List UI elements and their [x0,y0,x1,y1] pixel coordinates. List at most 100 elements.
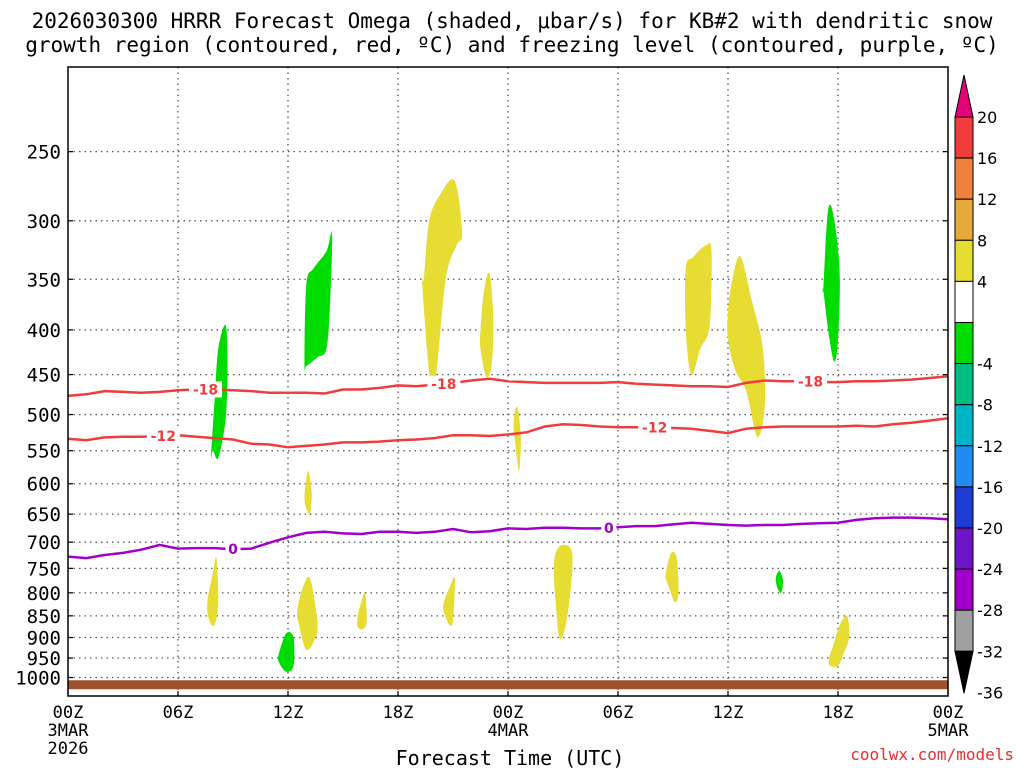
omega-region [304,470,312,515]
omega-region [479,272,494,378]
omega-region [443,576,455,627]
omega-region [304,231,333,373]
ground-surface [68,680,948,690]
omega-region [357,592,367,630]
x-tick-date: 4MAR [488,721,530,741]
x-tick-date: 5MAR [928,721,970,741]
credit-text: coolwx.com/models [850,745,1014,764]
y-tick-label: 250 [27,142,61,164]
ground-bar [68,680,948,690]
contour-label: -18 [798,375,823,391]
contour-label: -12 [151,429,176,445]
contour-label: -12 [642,420,667,436]
omega-region [775,570,784,594]
contour-label: -18 [193,382,218,398]
colorbar-swatch [954,116,974,159]
colorbar-swatch [954,527,974,570]
omega-region [553,544,573,640]
x-tick-label: 06Z [163,703,194,723]
colorbar-label: 12 [977,190,997,209]
contour-label-bg [794,373,827,390]
x-tick-label: 18Z [383,703,414,723]
contour-lines: -18 -18 -18 -12 -12 0 0 [67,373,949,560]
contour-label-bg [225,541,241,558]
y-tick-label: 750 [27,558,61,580]
colorbar-swatch [954,609,974,652]
colorbar-label: -20 [977,519,1003,538]
colorbar-swatch [954,280,974,323]
contour-label-bg [146,427,180,444]
colorbar-label: -16 [977,478,1003,497]
colorbar-swatch [954,404,974,447]
x-tick-year: 2026 [48,739,89,759]
x-tick-label: 12Z [713,703,744,723]
contour-line [67,516,949,560]
colorbar-label: 20 [977,108,997,127]
y-tick-label: 950 [27,648,61,670]
y-tick-label: 350 [27,269,61,291]
omega-region [727,256,766,437]
omega-region [207,557,219,626]
omega-region [421,179,463,392]
colorbar-label: -24 [977,560,1003,579]
contour-label: 0 [604,521,614,537]
y-tick-label: 450 [27,365,61,387]
chart-title-line2: growth region (contoured, red, ºC) and f… [25,33,999,57]
contour-label-bg [638,419,672,436]
contour-label: -18 [431,377,456,393]
x-axis-label: Forecast Time (UTC) [396,746,625,768]
x-tick-label: 18Z [823,703,854,723]
y-tick-label: 600 [27,474,61,496]
y-tick-label: 300 [27,211,61,233]
y-tick-label: 850 [27,606,61,628]
x-tick-label: 12Z [273,703,304,723]
x-tick-label: 06Z [603,703,634,723]
omega-region [828,615,850,668]
colorbar-label: 8 [977,231,987,250]
chart-title-line1: 2026030300 HRRR Forecast Omega (shaded, … [32,9,993,33]
omega-region [297,576,318,651]
contour-label: 0 [228,542,238,558]
colorbar-label: 16 [977,149,997,168]
colorbar-bottom-arrow [954,650,974,694]
contour-label-bg [189,381,222,398]
omega-region [277,631,295,672]
omega-region [822,204,840,362]
colorbar-swatch [954,198,974,241]
colorbar: 20 16 12 8 4 -4 -8 -12 -16 -20 -24 -28 -32 -36 [954,74,1003,702]
y-tick-label: 500 [27,405,61,427]
colorbar-label: 4 [977,272,987,291]
contour-line [67,417,949,449]
colorbar-label: -32 [977,642,1003,661]
colorbar-label: -28 [977,601,1003,620]
y-tick-label: 400 [27,320,61,342]
y-tick-label: 650 [27,504,61,526]
omega-region [513,406,521,471]
contour-label-bg [601,519,617,536]
colorbar-swatch [954,445,974,488]
x-tick-label: 00Z [53,703,84,723]
omega-shaded-regions [207,179,850,672]
y-tick-label: 800 [27,583,61,605]
colorbar-swatch [954,322,974,365]
y-tick-label: 700 [27,532,61,554]
colorbar-label: -12 [977,437,1003,456]
colorbar-label: -36 [977,683,1003,702]
x-tick-label: 00Z [933,703,964,723]
y-tick-label: 1000 [15,667,61,689]
y-axis: 2503003504004505005506006507007508008509… [15,142,948,689]
omega-region [685,242,712,375]
colorbar-label: -4 [977,355,993,374]
colorbar-top-arrow [954,74,974,118]
x-tick-date: 3MAR [48,721,90,741]
colorbar-swatch [954,568,974,611]
colorbar-swatch [954,363,974,406]
colorbar-swatch [954,486,974,529]
colorbar-swatch [954,157,974,200]
colorbar-swatch [954,239,974,282]
contour-label-bg [427,375,461,392]
omega-region [665,551,679,603]
y-tick-label: 900 [27,628,61,650]
